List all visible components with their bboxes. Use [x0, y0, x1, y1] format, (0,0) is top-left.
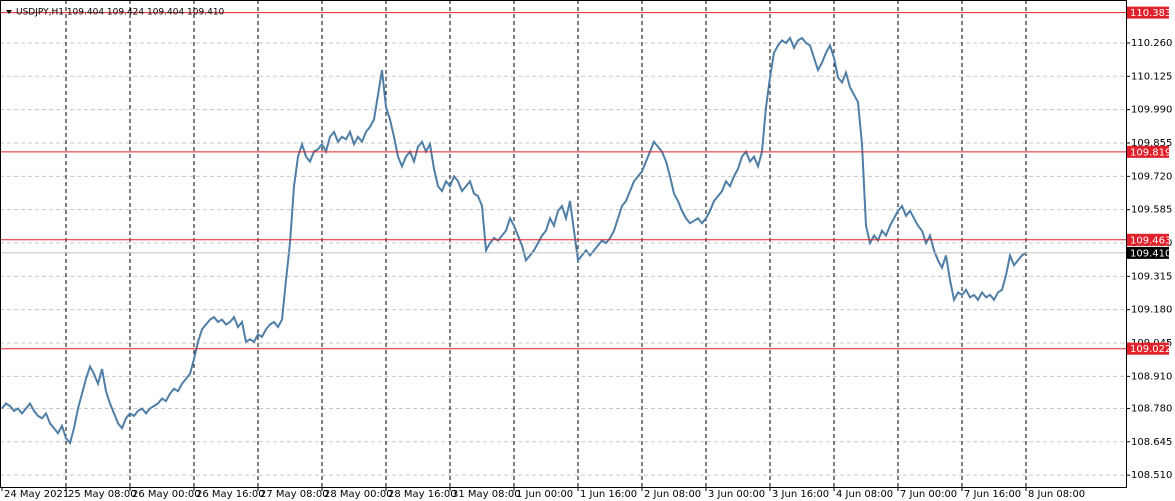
y-tick-label: 110.125: [1131, 71, 1172, 82]
y-tick-label: 108.645: [1131, 437, 1172, 448]
y-tick-label: 108.510: [1131, 470, 1172, 481]
x-tick-label: 25 May 08:00: [68, 489, 137, 500]
y-tick-label: 109.315: [1131, 271, 1172, 282]
level-label: 110.383: [1130, 8, 1171, 19]
x-tick-label: 7 Jun 16:00: [964, 489, 1021, 500]
level-tag: [1127, 6, 1169, 19]
y-tick-label: 109.720: [1131, 171, 1172, 182]
plot-frame: [0, 0, 1127, 488]
y-tick-label: 110.260: [1131, 38, 1172, 49]
x-tick-label: 31 May 08:00: [452, 489, 521, 500]
chart-title: USDJPY,H1 109.404 109.424 109.404 109.41…: [16, 8, 225, 18]
menu-triangle: [6, 10, 12, 14]
x-tick-label: 8 Jun 08:00: [1028, 489, 1085, 500]
x-tick-label: 26 May 00:00: [132, 489, 201, 500]
x-tick-label: 28 May 00:00: [324, 489, 393, 500]
level-tag: [1127, 342, 1169, 355]
level-label: 109.022: [1130, 344, 1171, 355]
x-tick-label: 26 May 16:00: [196, 489, 265, 500]
price-line: [1, 36, 1027, 446]
y-tick-label: 109.585: [1131, 205, 1172, 216]
y-tick-label: 109.855: [1131, 138, 1172, 149]
x-tick-label: 27 May 08:00: [260, 489, 329, 500]
y-tick-label: 109.180: [1131, 305, 1172, 316]
overlay: 110.383 109.819 109.463 109.022 109.410: [0, 6, 1171, 355]
x-tick-label: 3 Jun 00:00: [708, 489, 765, 500]
x-tick-label: 2 Jun 08:00: [644, 489, 701, 500]
y-tick-label: 108.910: [1131, 371, 1172, 382]
x-tick-label: 1 Jun 16:00: [580, 489, 637, 500]
x-tick-label: 1 Jun 00:00: [516, 489, 573, 500]
level-label: 109.463: [1130, 235, 1171, 246]
level-label: 109.819: [1130, 147, 1171, 158]
y-tick-label: 109.990: [1131, 105, 1172, 116]
level-tag: [1127, 246, 1169, 259]
x-tick-label: 7 Jun 00:00: [900, 489, 957, 500]
marks: [1, 36, 1027, 446]
x-tick-label: 3 Jun 16:00: [772, 489, 829, 500]
y-tick-label: 108.780: [1131, 403, 1172, 414]
level-tag: [1127, 233, 1169, 246]
x-tick-label: 24 May 2021: [4, 489, 69, 500]
x-tick-label: 4 Jun 08:00: [836, 489, 893, 500]
x-tick-label: 28 May 16:00: [388, 489, 457, 500]
level-tag: [1127, 145, 1169, 158]
level-label: 109.410: [1130, 248, 1171, 259]
